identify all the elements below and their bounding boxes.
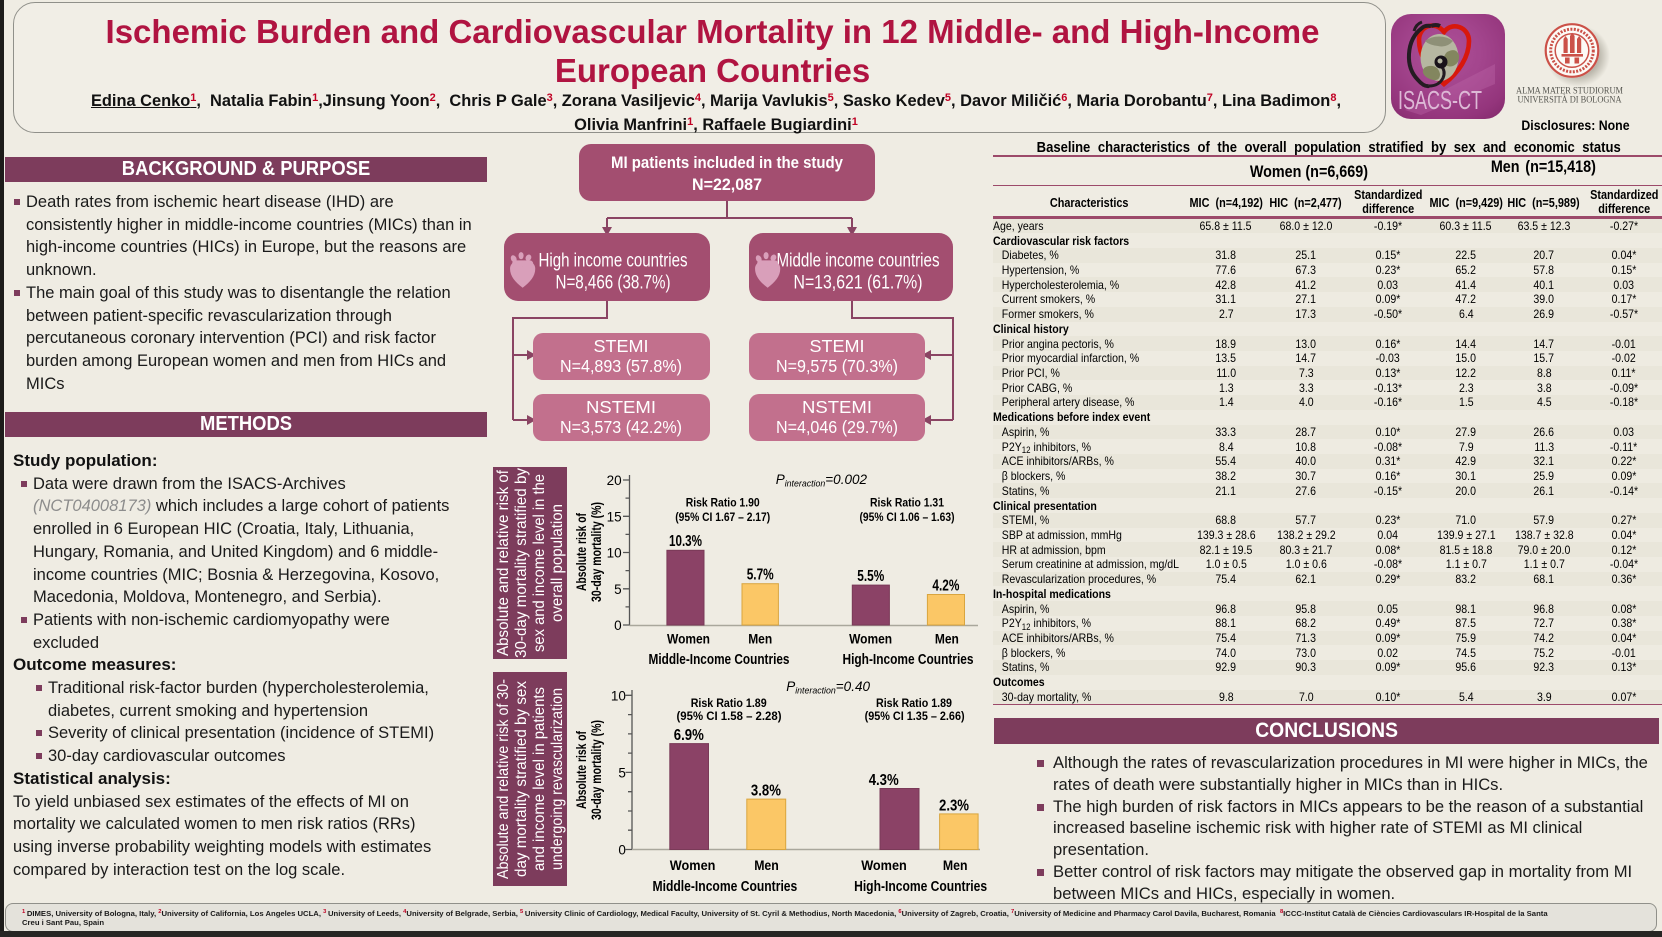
svg-text:(95% CI 1.06 – 1.63): (95% CI 1.06 – 1.63)	[860, 512, 955, 524]
svg-text:UNIVERSITÀ DI BOLOGNA: UNIVERSITÀ DI BOLOGNA	[1518, 94, 1622, 106]
svg-text:0: 0	[618, 843, 626, 858]
svg-text:Women: Women	[667, 631, 710, 647]
svg-text:Absolute risk of: Absolute risk of	[574, 731, 589, 809]
svg-text:day mortality stratified by se: day mortality stratified by sex	[513, 681, 530, 877]
svg-text:15: 15	[607, 509, 622, 524]
svg-text:STEMI: STEMI	[810, 336, 865, 356]
svg-text:Risk Ratio 1.89: Risk Ratio 1.89	[876, 698, 952, 710]
svg-text:5.5%: 5.5%	[857, 568, 884, 585]
svg-text:Men: Men	[754, 857, 779, 873]
svg-text:Absolute risk of: Absolute risk of	[574, 513, 589, 591]
svg-text:Middle income countries: Middle income countries	[777, 251, 940, 272]
svg-text:NSTEMI: NSTEMI	[586, 397, 656, 417]
svg-text:5: 5	[618, 765, 626, 780]
svg-text:Pinteraction=0.002: Pinteraction=0.002	[776, 472, 868, 489]
svg-text:Pinteraction=0.40: Pinteraction=0.40	[786, 679, 870, 696]
svg-text:Absolute and relative risk of: Absolute and relative risk of 30-	[495, 679, 512, 879]
svg-text:10: 10	[611, 688, 626, 703]
svg-text:30-day mortality (%): 30-day mortality (%)	[589, 720, 604, 820]
svg-text:High-Income Countries: High-Income Countries	[843, 652, 974, 668]
svg-text:High-Income Countries: High-Income Countries	[854, 879, 987, 895]
svg-text:6.9%: 6.9%	[674, 727, 704, 744]
svg-text:5: 5	[614, 582, 622, 597]
svg-text:N=13,621 (61.7%): N=13,621 (61.7%)	[794, 273, 923, 294]
svg-text:Men: Men	[935, 631, 959, 647]
svg-text:Absolute and relative risk of: Absolute and relative risk of	[495, 469, 512, 656]
svg-text:Risk Ratio 1.90: Risk Ratio 1.90	[686, 498, 760, 510]
svg-text:4.3%: 4.3%	[869, 772, 899, 789]
svg-text:(95% CI 1.35 – 2.66): (95% CI 1.35 – 2.66)	[865, 711, 965, 723]
svg-text:High income countries: High income countries	[539, 251, 688, 272]
svg-text:3.8%: 3.8%	[751, 783, 781, 800]
svg-text:10: 10	[607, 546, 622, 561]
svg-text:Men: Men	[943, 857, 968, 873]
svg-text:Women: Women	[861, 857, 907, 873]
svg-text:N=3,573 (42.2%): N=3,573 (42.2%)	[560, 417, 682, 437]
svg-text:STEMI: STEMI	[594, 336, 649, 356]
svg-text:N=8,466 (38.7%): N=8,466 (38.7%)	[556, 273, 671, 294]
svg-text:30-day mortality stratified by: 30-day mortality stratified by	[513, 468, 530, 658]
svg-text:Risk Ratio 1.31: Risk Ratio 1.31	[870, 498, 945, 510]
svg-text:Women: Women	[670, 857, 716, 873]
svg-text:Risk Ratio 1.89: Risk Ratio 1.89	[691, 698, 767, 710]
svg-text:(95% CI 1.58 – 2.28): (95% CI 1.58 – 2.28)	[677, 711, 782, 723]
svg-text:0: 0	[614, 618, 622, 633]
svg-text:N=9,575 (70.3%): N=9,575 (70.3%)	[776, 356, 898, 376]
svg-text:overall population: overall population	[549, 504, 566, 622]
svg-text:ALMA MATER STUDIORUM: ALMA MATER STUDIORUM	[1516, 86, 1623, 97]
svg-text:10.3%: 10.3%	[669, 533, 702, 550]
svg-text:30-day mortality (%): 30-day mortality (%)	[589, 502, 604, 602]
svg-text:Men: Men	[748, 631, 772, 647]
svg-text:20: 20	[607, 473, 622, 488]
svg-text:(95% CI 1.67 – 2.17): (95% CI 1.67 – 2.17)	[675, 512, 770, 524]
svg-text:undergoing revascularization: undergoing revascularization	[549, 688, 566, 870]
svg-text:Middle-Income Countries: Middle-Income Countries	[649, 652, 790, 668]
svg-text:Women: Women	[849, 631, 892, 647]
svg-text:ISACS-CT: ISACS-CT	[1398, 85, 1482, 115]
svg-text:2.3%: 2.3%	[939, 798, 969, 815]
svg-text:5.7%: 5.7%	[747, 567, 774, 584]
svg-text:N=22,087: N=22,087	[692, 175, 762, 194]
svg-text:sex and income level in the: sex and income level in the	[531, 474, 548, 652]
svg-text:N=4,893 (57.8%): N=4,893 (57.8%)	[560, 356, 682, 376]
svg-text:MI patients included in the st: MI patients included in the study	[611, 153, 843, 172]
svg-text:and income level in patients: and income level in patients	[531, 687, 548, 871]
svg-text:NSTEMI: NSTEMI	[802, 397, 872, 417]
svg-text:N=4,046 (29.7%): N=4,046 (29.7%)	[776, 417, 898, 437]
svg-text:Middle-Income Countries: Middle-Income Countries	[653, 879, 798, 895]
svg-text:4.2%: 4.2%	[932, 577, 959, 594]
